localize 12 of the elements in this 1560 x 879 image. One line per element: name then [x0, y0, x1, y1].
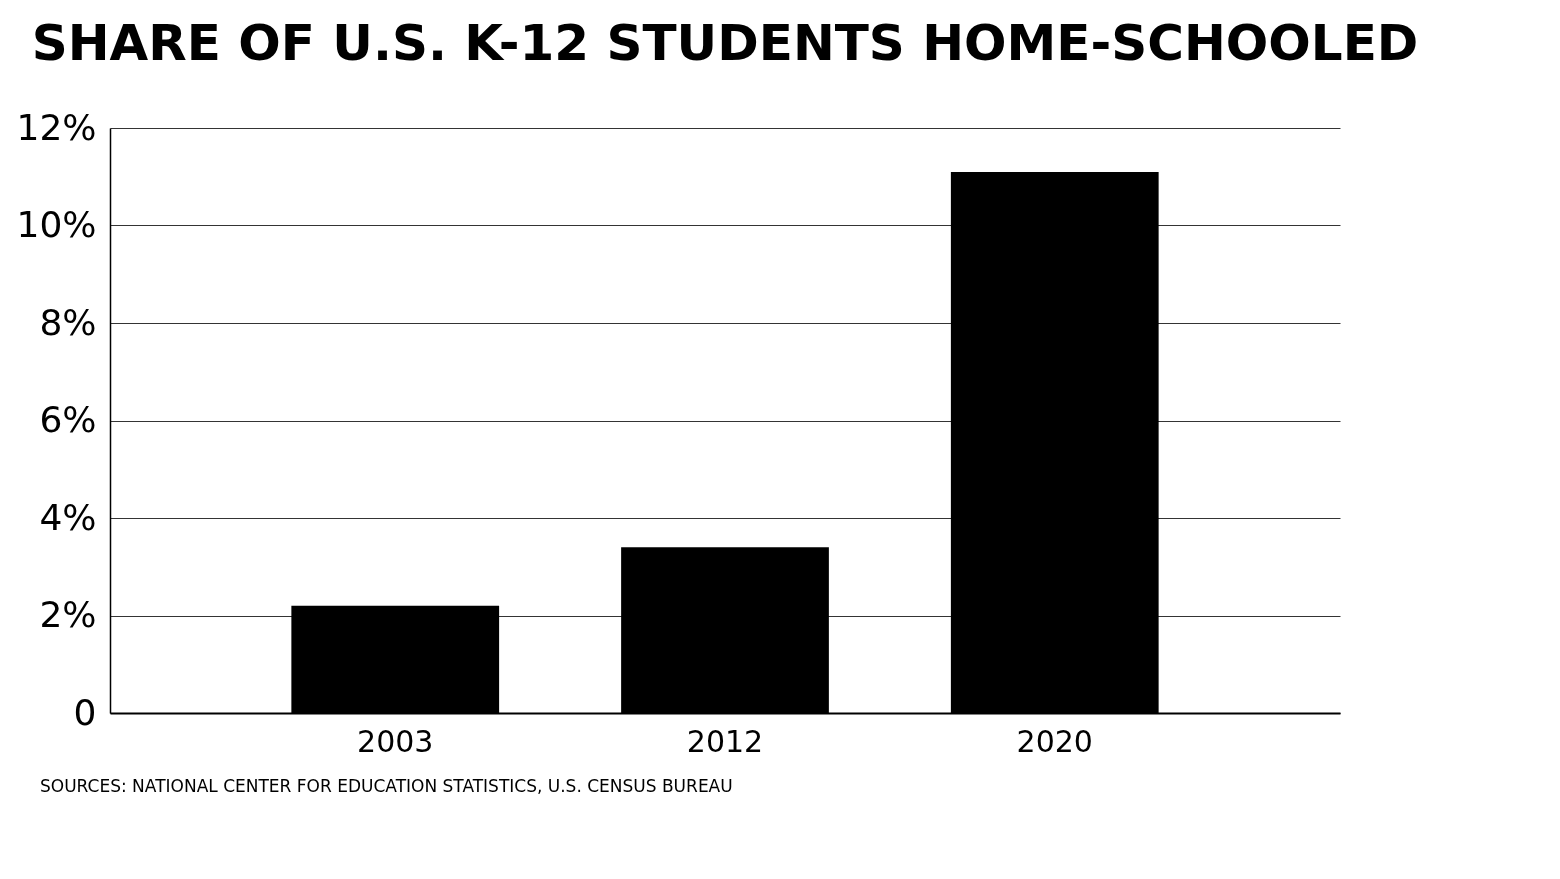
x-tick-label: 2003 — [357, 723, 434, 759]
y-tick-label: 0 — [73, 691, 97, 733]
chart-title: SHARE OF U.S. K-12 STUDENTS HOME-SCHOOLED — [31, 14, 1419, 72]
y-tick-label: 6% — [39, 399, 97, 440]
source-note: SOURCES: NATIONAL CENTER FOR EDUCATION STATISTICS, U.S. CENSUS BUREAU — [40, 776, 733, 796]
y-tick-label: 8% — [39, 301, 97, 343]
y-tick-label: 12% — [16, 106, 97, 148]
y-tick-label: 2% — [39, 594, 97, 635]
y-tick-label: 4% — [39, 496, 97, 538]
y-tick-label: 10% — [16, 204, 97, 245]
x-tick-label: 2012 — [686, 723, 764, 759]
x-tick-label: 2020 — [1016, 723, 1093, 759]
